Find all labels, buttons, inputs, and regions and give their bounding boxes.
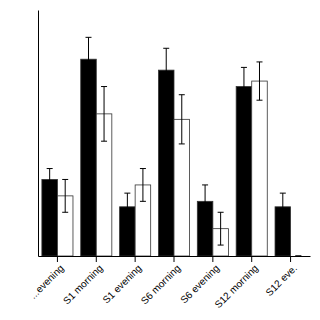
plot-area: ...eveningS1 morningS1 eveningS6 morning… [27, 11, 310, 311]
chart-container: ...eveningS1 morningS1 eveningS6 morning… [0, 0, 320, 320]
x-tick-mark [251, 256, 252, 262]
x-tick-mark [135, 256, 136, 262]
error-bar [218, 212, 224, 245]
error-bar [124, 193, 130, 220]
series-1 [57, 62, 301, 256]
x-tick-label: S12 morning [212, 262, 260, 310]
y-axis [38, 11, 39, 257]
x-axis: ...eveningS1 morningS1 eveningS6 morning… [27, 256, 310, 310]
error-bar [101, 87, 107, 142]
x-tick-label: S1 evening [100, 262, 143, 305]
x-tick-mark [212, 256, 213, 262]
error-bar [280, 193, 286, 220]
bar [252, 81, 268, 256]
bar [236, 87, 252, 256]
error-bar [179, 95, 185, 144]
x-tick: ...evening [27, 256, 65, 301]
x-tick: S1 evening [100, 256, 143, 306]
y-axis-line [38, 11, 39, 257]
bar [81, 59, 97, 256]
error-bar [202, 185, 208, 218]
error-bars [62, 62, 301, 256]
marks [42, 37, 301, 256]
x-tick-mark [174, 256, 175, 262]
x-tick: S6 evening [178, 256, 221, 306]
x-tick-label: ...evening [27, 262, 65, 300]
chart-svg: ...eveningS1 morningS1 eveningS6 morning… [0, 0, 320, 320]
x-tick: S6 morning [139, 256, 183, 306]
error-bar [256, 62, 262, 100]
x-tick: S12 eve. [263, 256, 299, 298]
bar [42, 179, 58, 256]
error-bar [241, 67, 247, 105]
x-tick: S12 morning [212, 256, 260, 310]
x-tick-mark [290, 256, 291, 262]
bar [291, 256, 307, 257]
x-tick-label: S12 eve. [263, 262, 299, 298]
error-bar [140, 169, 146, 202]
x-tick-mark [96, 256, 97, 262]
x-tick: S1 morning [61, 256, 105, 306]
x-tick-label: S1 morning [61, 262, 105, 306]
bar [158, 70, 174, 256]
error-bar [62, 179, 68, 212]
x-tick-label: S6 morning [139, 262, 183, 306]
error-bar [86, 37, 92, 81]
series-0 [42, 37, 291, 256]
error-bar [295, 256, 301, 257]
x-tick-mark [57, 256, 58, 262]
error-bars [47, 37, 286, 220]
error-bar [47, 169, 53, 191]
error-bar [163, 48, 169, 92]
